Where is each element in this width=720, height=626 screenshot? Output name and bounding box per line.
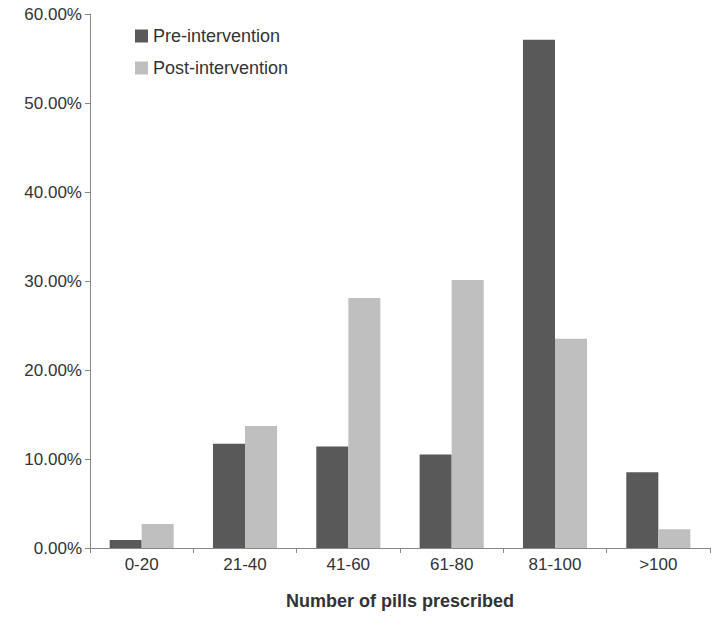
svg-text:20.00%: 20.00% xyxy=(24,361,82,380)
svg-text:61-80: 61-80 xyxy=(430,555,473,574)
svg-text:30.00%: 30.00% xyxy=(24,272,82,291)
svg-text:10.00%: 10.00% xyxy=(24,450,82,469)
svg-text:0.00%: 0.00% xyxy=(34,539,82,558)
svg-text:Post-intervention: Post-intervention xyxy=(153,58,288,78)
svg-text:Number of pills prescribed: Number of pills prescribed xyxy=(286,591,514,611)
svg-text:41-60: 41-60 xyxy=(327,555,370,574)
svg-text:60.00%: 60.00% xyxy=(24,5,82,24)
svg-text:0-20: 0-20 xyxy=(125,555,159,574)
svg-text:50.00%: 50.00% xyxy=(24,94,82,113)
svg-text:21-40: 21-40 xyxy=(223,555,266,574)
svg-text:>100: >100 xyxy=(639,555,677,574)
svg-text:40.00%: 40.00% xyxy=(24,183,82,202)
svg-text:81-100: 81-100 xyxy=(529,555,582,574)
svg-text:Pre-intervention: Pre-intervention xyxy=(153,26,280,46)
